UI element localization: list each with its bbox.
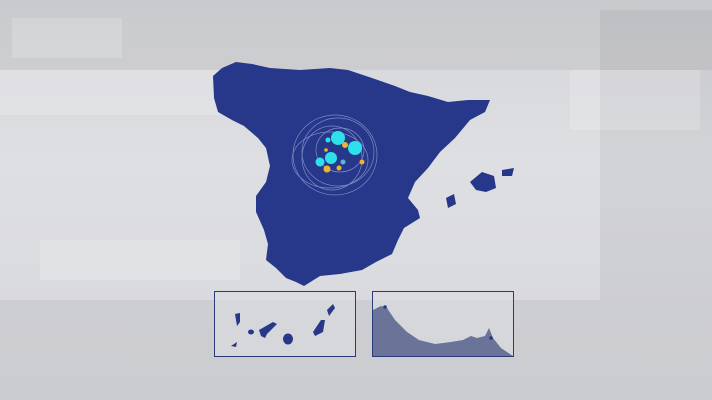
menorca xyxy=(502,168,514,176)
bubble xyxy=(325,137,331,143)
fuerteventura xyxy=(313,320,325,336)
north-africa-coast-map xyxy=(373,305,513,356)
bubble xyxy=(348,141,362,155)
ceuta-marker xyxy=(383,305,387,309)
background-panel xyxy=(12,18,122,58)
bubble xyxy=(325,152,337,164)
data-bubbles xyxy=(315,131,365,173)
lanzarote xyxy=(327,304,335,316)
el-hierro xyxy=(231,342,237,347)
tenerife xyxy=(259,322,277,338)
bubble xyxy=(315,157,325,167)
bubble xyxy=(331,131,345,145)
gran-canaria xyxy=(283,333,293,345)
background-panel xyxy=(570,70,700,130)
background-panel xyxy=(0,70,220,115)
melilla-marker xyxy=(489,336,493,340)
bubble xyxy=(359,159,365,165)
bubble xyxy=(340,159,346,165)
background-band xyxy=(0,300,712,400)
balearic-islands xyxy=(446,168,514,208)
canary-islands-inset xyxy=(214,291,356,357)
la-gomera xyxy=(248,329,254,335)
background-band xyxy=(0,0,712,70)
ceuta-melilla-inset xyxy=(372,291,514,357)
bubble xyxy=(324,148,328,152)
orbit-lines xyxy=(291,114,378,196)
mainland-spain xyxy=(213,62,490,286)
bubble xyxy=(336,165,342,171)
mallorca xyxy=(470,172,496,192)
ibiza xyxy=(446,194,456,208)
bubble xyxy=(342,142,348,148)
bubble xyxy=(323,165,331,173)
background-panel xyxy=(600,10,712,300)
background-panel xyxy=(40,240,240,280)
coastline xyxy=(373,306,513,356)
la-palma xyxy=(235,313,240,326)
canary-islands-map xyxy=(231,304,335,347)
